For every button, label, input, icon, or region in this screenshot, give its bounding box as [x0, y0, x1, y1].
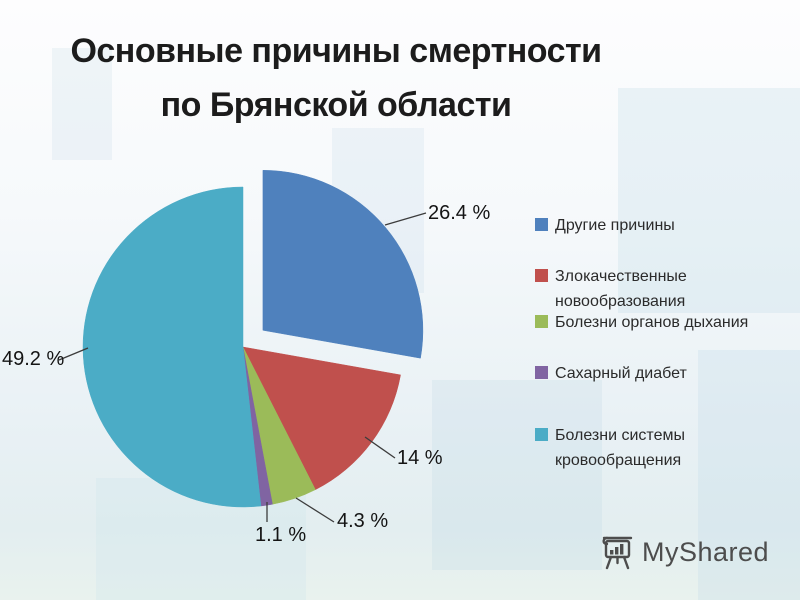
legend-marker-respiratory: [535, 315, 548, 328]
legend-label: Другие причины: [555, 217, 675, 234]
legend-label: Сахарный диабет: [555, 365, 687, 382]
legend-marker-other-causes: [535, 218, 548, 231]
page-title-line1: Основные причины смертности: [70, 32, 602, 70]
slice-label-other-causes: 26.4 %: [428, 202, 491, 224]
slice-label-neoplasms: 14 %: [397, 447, 443, 469]
pie-slice-0: [262, 170, 424, 359]
myshared-watermark[interactable]: MyShared: [599, 532, 769, 572]
slice-label-circulatory: 49.2 %: [2, 348, 65, 370]
leader-line-2: [295, 497, 335, 523]
legend-item-circulatory: Болезни системы кровообращения: [535, 423, 785, 473]
legend-item-diabetes: Сахарный диабет: [535, 361, 785, 386]
pie-slice-4: [82, 186, 262, 508]
legend-label: Болезни органов дыхания: [555, 314, 749, 331]
page-title: Основные причины смертности по Брянской …: [0, 24, 672, 132]
slice-label-diabetes: 1.1 %: [255, 524, 307, 546]
legend-item-respiratory: Болезни органов дыхания: [535, 310, 785, 335]
legend-marker-neoplasms: [535, 269, 548, 282]
leader-line-4: [58, 347, 89, 361]
page-title-line2: по Брянской области: [160, 86, 512, 124]
legend-label: Болезни системы кровообращения: [555, 427, 685, 469]
legend-item-neoplasms: Злокачественные новообразования: [535, 264, 785, 314]
slice-label-respiratory: 4.3 %: [337, 510, 389, 532]
leader-line-1: [364, 436, 396, 459]
legend-marker-circulatory: [535, 428, 548, 441]
flipchart-bar-chart-icon: [602, 536, 633, 570]
myshared-logo-text: MyShared: [642, 536, 770, 567]
legend-label: Злокачественные новообразования: [555, 268, 687, 310]
leader-line-0: [384, 212, 427, 226]
legend-marker-diabetes: [535, 366, 548, 379]
legend-item-other-causes: Другие причины: [535, 213, 785, 238]
